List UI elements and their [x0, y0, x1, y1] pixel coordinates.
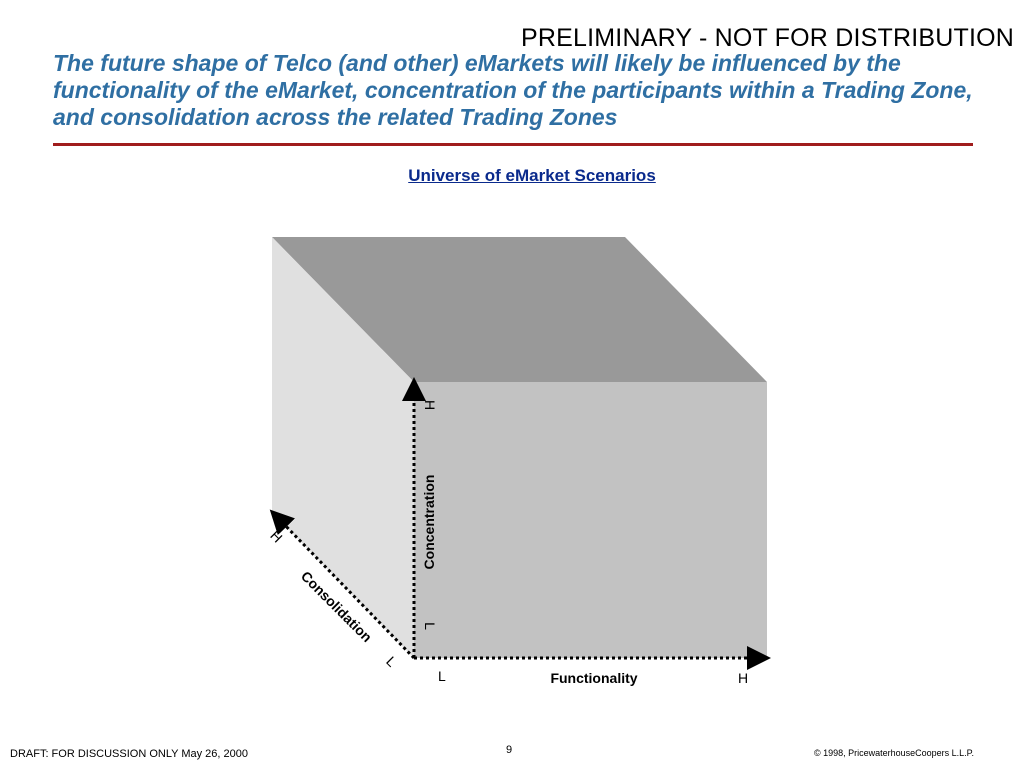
page-headline: The future shape of Telco (and other) eM… [53, 50, 973, 130]
concentration-axis-label: Concentration [421, 475, 437, 570]
concentration-low-label: L [422, 622, 438, 630]
copyright-notice: © 1998, PricewaterhouseCoopers L.L.P. [813, 748, 974, 758]
distribution-banner: PRELIMINARY - NOT FOR DISTRIBUTION [521, 24, 1014, 52]
headline-divider [53, 143, 973, 146]
concentration-high-label: H [422, 400, 438, 410]
consolidation-high-label: H [267, 527, 285, 545]
draft-note: DRAFT: FOR DISCUSSION ONLY May 26, 2000 [10, 748, 248, 760]
page-number: 9 [506, 744, 513, 756]
cube-top-face [272, 237, 767, 382]
functionality-low-label: L [438, 668, 446, 684]
diagram-subtitle: Universe of eMarket Scenarios [408, 166, 656, 185]
cube-side-face [272, 237, 414, 658]
consolidation-low-label: L [383, 653, 400, 670]
cube-front-face [414, 382, 767, 658]
functionality-high-label: H [738, 670, 748, 686]
functionality-axis-label: Functionality [550, 670, 637, 686]
